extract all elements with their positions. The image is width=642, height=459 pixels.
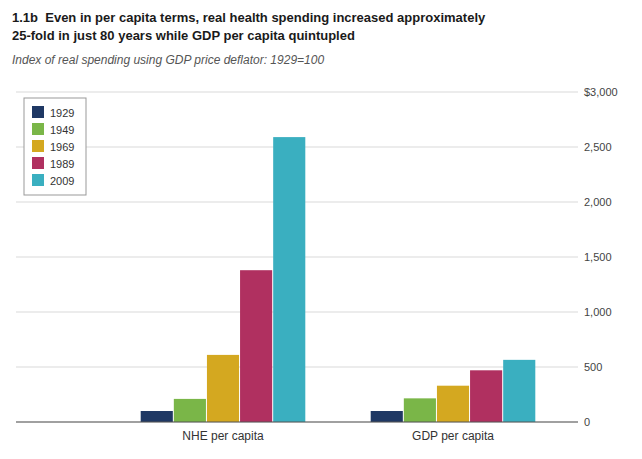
tick-label: $3,000 [584,86,618,98]
bar [404,398,436,422]
legend-label: 1969 [50,141,74,153]
tick-label: 500 [584,361,602,373]
x-axis: NHE per capita GDP per capita [182,429,494,443]
bar [240,270,272,422]
bar [371,411,403,422]
tick-label: 1,500 [584,251,612,263]
grid-line [16,422,578,423]
legend-label: 2009 [50,175,74,187]
category-label: NHE per capita [182,429,264,443]
bar [174,399,206,422]
legend-label: 1929 [50,107,74,119]
x-axis-line [16,422,578,423]
bar [503,360,535,422]
legend-swatch [32,123,44,135]
y-axis: 0 500 1,000 1,500 2,000 2,500 $3,000 [584,86,618,428]
tick-label: 0 [584,416,590,428]
tick-label: 2,500 [584,141,612,153]
bar [437,386,469,422]
grid [16,92,578,422]
legend-swatch [32,140,44,152]
legend-swatch [32,157,44,169]
legend: 1929 1949 1969 1989 2009 [24,98,86,195]
bar [141,411,173,422]
bar [273,137,305,422]
title: 1.1b Even in per capita terms, real heal… [12,10,486,43]
legend-label: 1949 [50,124,74,136]
grid-line [16,92,578,93]
legend-swatch [32,106,44,118]
category-label: GDP per capita [412,429,494,443]
legend-box [24,98,86,195]
legend-swatch [32,174,44,186]
bar [207,355,239,422]
subtitle: Index of real spending using GDP price d… [12,53,324,67]
chart: 1.1b Even in per capita terms, real heal… [0,0,642,459]
legend-label: 1989 [50,158,74,170]
tick-label: 1,000 [584,306,612,318]
bar [470,370,502,422]
bars [141,137,536,422]
tick-label: 2,000 [584,196,612,208]
